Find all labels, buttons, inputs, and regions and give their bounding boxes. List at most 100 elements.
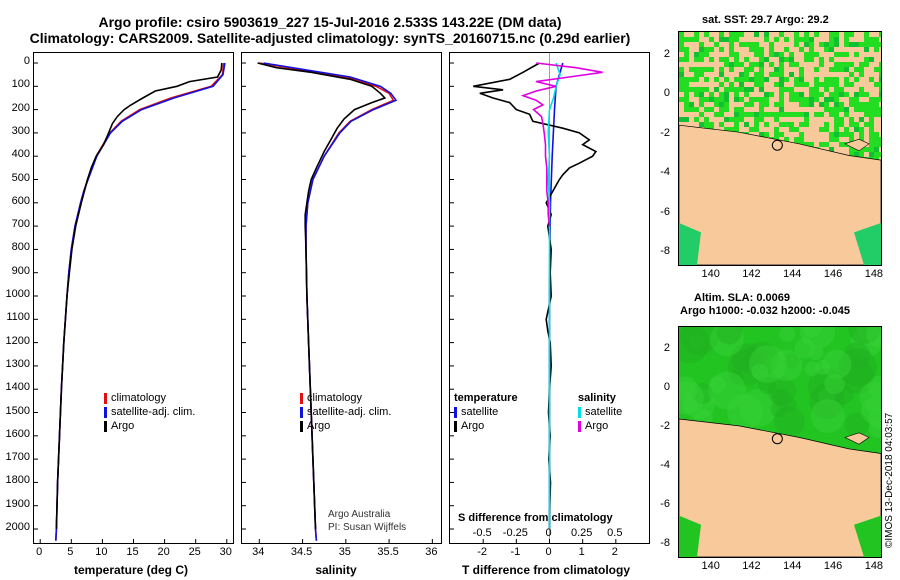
sst-cell	[804, 82, 809, 87]
sst-cell	[794, 112, 799, 117]
sst-cell	[774, 117, 779, 122]
depth-tick-label: 1500	[5, 404, 30, 417]
watermark: ©IMOS 13-Dec-2018 04:03:57	[884, 412, 895, 548]
sst-cell	[754, 122, 759, 127]
sst-cell	[784, 47, 789, 52]
sst-cell	[839, 62, 844, 67]
temperature-xtick-label: 5	[67, 546, 74, 558]
sst-cell	[684, 117, 689, 122]
sst-cell	[719, 82, 724, 87]
sst-cell	[734, 57, 739, 62]
sst-cell	[799, 137, 804, 142]
sla-lat-label: -8	[660, 537, 670, 550]
ocean-shade	[679, 327, 710, 364]
sst-cell	[724, 117, 729, 122]
sst-cell	[719, 92, 724, 97]
credit-line2: PI: Susan Wijffels	[328, 522, 407, 533]
sst-cell	[774, 112, 779, 117]
sst-cell	[764, 122, 769, 127]
sst-cell	[719, 112, 724, 117]
salinity-xtick-label: 34.5	[290, 546, 313, 558]
sst-cell	[864, 92, 869, 97]
sst-cell	[849, 72, 854, 77]
sst-cell	[869, 152, 874, 157]
sst-cell	[874, 147, 879, 152]
sst-cell	[679, 77, 684, 82]
sst-cell	[709, 67, 714, 72]
sst-cell	[769, 42, 774, 47]
sst-cell	[769, 62, 774, 67]
sst-cell	[744, 92, 749, 97]
sst-cell	[754, 82, 759, 87]
sst-cell	[839, 87, 844, 92]
temperature-series-argo	[55, 62, 223, 530]
sst-cell	[834, 92, 839, 97]
sst-cell	[799, 102, 804, 107]
chart-title-line1: Argo profile: csiro 5903619_227 15-Jul-2…	[98, 14, 562, 30]
sst-cell	[834, 87, 839, 92]
sst-cell	[874, 97, 879, 102]
sst-cell	[784, 57, 789, 62]
sst-cell	[854, 42, 859, 47]
sst-cell	[814, 112, 819, 117]
sst-cell	[779, 52, 784, 57]
sst-cell	[729, 87, 734, 92]
difference-xtick-label: -1	[510, 546, 521, 558]
sst-cell	[854, 102, 859, 107]
sst-cell	[814, 67, 819, 72]
salinity-xlabel: salinity	[315, 563, 357, 577]
southern-water	[854, 223, 881, 265]
sst-cell	[739, 72, 744, 77]
climatology-swatch	[300, 392, 303, 404]
sst-map-title: sat. SST: 29.7 Argo: 29.2	[702, 14, 829, 26]
sst-cell	[759, 47, 764, 52]
sst-cell	[679, 82, 684, 87]
depth-tick-label: 100	[11, 78, 30, 91]
sst-cell	[864, 147, 869, 152]
sst-cell	[744, 72, 749, 77]
sst-cell	[729, 67, 734, 72]
sst-cell	[724, 62, 729, 67]
sst-lon-label: 148	[864, 268, 884, 280]
sst-cell	[814, 77, 819, 82]
s-difference-tick-label: 0	[545, 527, 552, 539]
sst-cell	[779, 122, 784, 127]
salinity-legend: climatology satellite-adj. clim. Argo	[300, 391, 391, 433]
sst-cell	[694, 32, 699, 37]
sst-cell	[714, 112, 719, 117]
sst-cell	[739, 32, 744, 37]
sst-cell	[824, 102, 829, 107]
sst-cell	[874, 82, 879, 87]
sst-cell	[869, 107, 874, 112]
legend-argo: Argo	[111, 420, 135, 432]
sst-cell	[854, 67, 859, 72]
sst-map-graphic	[679, 32, 881, 265]
sst-cell	[734, 97, 739, 102]
sst-cell	[724, 77, 729, 82]
sst-cell	[879, 97, 881, 102]
sst-cell	[744, 122, 749, 127]
sst-lon-label: 140	[701, 268, 720, 280]
sst-cell	[749, 112, 754, 117]
sst-lat-label: -2	[660, 126, 670, 139]
sst-cell	[729, 37, 734, 42]
sst-cell	[699, 67, 704, 72]
sst-cell	[824, 77, 829, 82]
sst-cell	[764, 132, 769, 137]
temperature-xtick-label: 15	[126, 546, 139, 558]
depth-tick-label: 1100	[6, 311, 30, 324]
sst-cell	[879, 152, 881, 157]
ocean-shade	[799, 327, 836, 349]
sst-cell	[699, 57, 704, 62]
sst-cell	[734, 32, 739, 37]
sst-cell	[794, 42, 799, 47]
sst-cell	[864, 107, 869, 112]
difference-xtick-label: -2	[477, 546, 488, 558]
sst-cell	[679, 32, 684, 37]
sst-cell	[739, 107, 744, 112]
sst-cell	[789, 87, 794, 92]
depth-tick-label: 600	[11, 194, 30, 207]
sst-cell	[749, 42, 754, 47]
sst-cell	[744, 42, 749, 47]
sst-cell	[784, 137, 789, 142]
